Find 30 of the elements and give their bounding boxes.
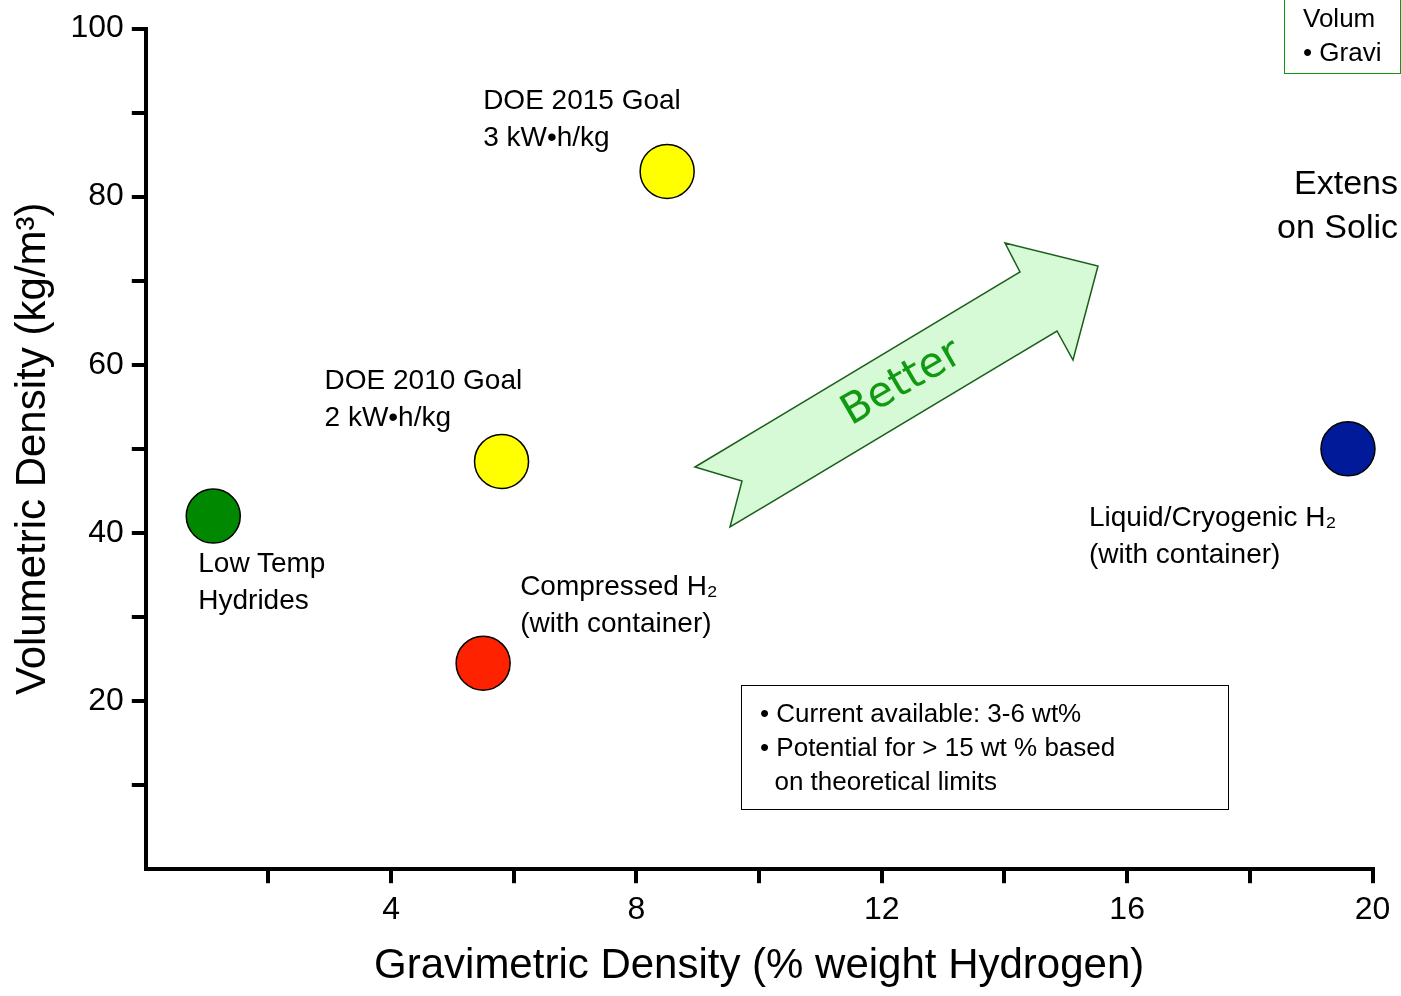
point bbox=[473, 433, 530, 490]
point bbox=[185, 488, 242, 544]
y-tick-label: 80 bbox=[88, 176, 124, 213]
annotation: • Gravi bbox=[1303, 36, 1382, 69]
x-tick-label: 16 bbox=[1109, 890, 1145, 927]
y-tick-label: 20 bbox=[88, 680, 124, 717]
series-label: Compressed H₂ (with container) bbox=[520, 569, 718, 638]
point bbox=[639, 143, 695, 200]
y-tick-label: 40 bbox=[88, 512, 124, 549]
note-box: • Current available: 3-6 wt% • Potential for > 15 wt % based on theoretical limits bbox=[741, 685, 1229, 810]
x-axis-title: Gravimetric Density (% weight Hydrogen) bbox=[374, 940, 1145, 988]
annotation: Extens bbox=[1294, 163, 1398, 201]
x-tick-label: 4 bbox=[382, 890, 401, 927]
point bbox=[1320, 421, 1376, 477]
note-box: Volum • Gravi bbox=[1284, 0, 1401, 74]
series-label: Low Temp Hydrides bbox=[198, 546, 326, 615]
annotation: Volum bbox=[1303, 2, 1377, 35]
x-tick-label: 8 bbox=[627, 890, 646, 927]
series-label: DOE 2015 Goal 3 kW•h/kg bbox=[483, 84, 681, 153]
x-tick-label: 20 bbox=[1354, 890, 1391, 927]
y-tick-label: 100 bbox=[70, 8, 124, 45]
x-tick-label: 12 bbox=[864, 890, 900, 927]
point bbox=[455, 635, 511, 691]
annotation: • Current available: 3-6 wt% bbox=[760, 697, 1083, 730]
series-label: DOE 2010 Goal 2 kW•h/kg bbox=[324, 364, 523, 433]
annotation: on Solic bbox=[1277, 207, 1398, 245]
y-tick-label: 60 bbox=[88, 344, 124, 381]
series-label: Liquid/Cryogenic H₂ (with container) bbox=[1088, 500, 1337, 569]
annotation: • Potential for > 15 wt % based on theoretical limits bbox=[760, 731, 1117, 798]
y-axis-title: Volumetric Density (kg/m³) bbox=[6, 202, 54, 696]
